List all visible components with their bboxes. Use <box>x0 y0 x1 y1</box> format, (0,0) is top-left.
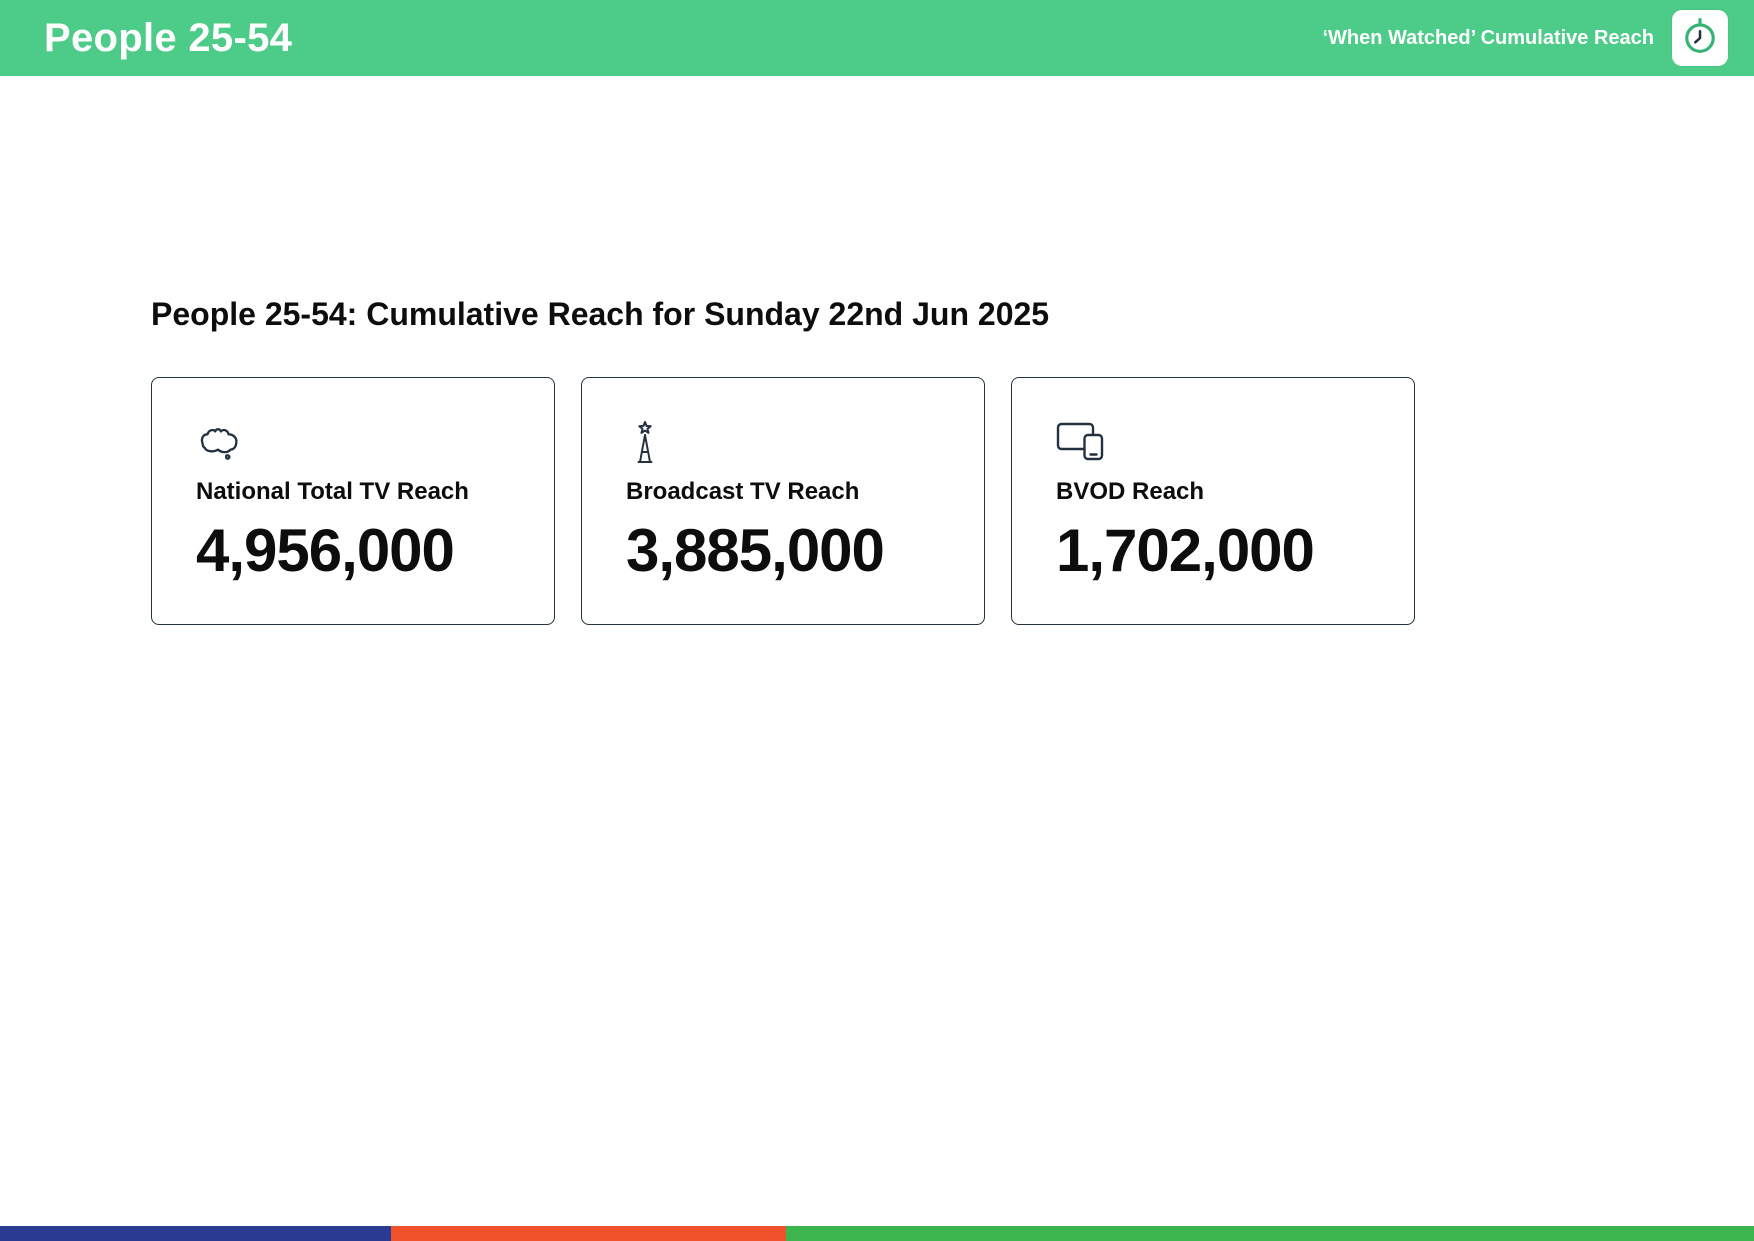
clock-badge <box>1672 10 1728 66</box>
kpi-card-bvod: BVOD Reach 1,702,000 <box>1011 377 1415 625</box>
kpi-label: National Total TV Reach <box>196 478 469 505</box>
header-right: ‘When Watched’ Cumulative Reach <box>1322 10 1728 66</box>
report-title: People 25-54: Cumulative Reach for Sunda… <box>151 296 1050 332</box>
footer-segment-orange <box>391 1226 786 1241</box>
main-content: People 25-54: Cumulative Reach for Sunda… <box>0 76 1754 625</box>
kpi-value: 3,885,000 <box>626 517 885 584</box>
header-subtitle: ‘When Watched’ Cumulative Reach <box>1322 26 1654 49</box>
kpi-value: 1,702,000 <box>1056 517 1315 584</box>
kpi-card-broadcast-tv: Broadcast TV Reach 3,885,000 <box>581 377 985 625</box>
kpi-value: 4,956,000 <box>196 517 455 584</box>
kpi-label: BVOD Reach <box>1056 478 1205 505</box>
page-title: People 25-54 <box>44 15 293 60</box>
footer-color-stripe <box>0 1226 1754 1241</box>
header-bar: People 25-54 ‘When Watched’ Cumulative R… <box>0 0 1754 76</box>
clock-icon <box>1681 17 1719 60</box>
kpi-cards-row: National Total TV Reach 4,956,000 Broadc… <box>151 377 1754 625</box>
broadcast-tower-icon <box>626 420 954 464</box>
kpi-card-national-total-tv: National Total TV Reach 4,956,000 <box>151 377 555 625</box>
tv-and-mobile-devices-icon <box>1056 420 1384 464</box>
australia-map-icon <box>196 420 524 464</box>
kpi-label: Broadcast TV Reach <box>626 478 860 505</box>
footer-segment-blue <box>0 1226 392 1241</box>
footer-segment-green <box>785 1226 1754 1241</box>
